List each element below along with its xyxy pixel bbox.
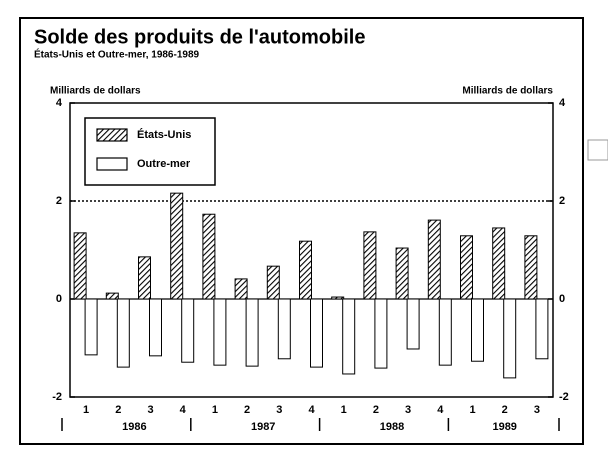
y-tick-label: 0 (56, 293, 62, 305)
bar (116, 298, 130, 368)
x-tick-label: 2 (115, 404, 121, 416)
year-label: 1987 (251, 421, 275, 433)
x-tick-label: 2 (244, 404, 250, 416)
x-tick-label: 1 (212, 404, 218, 416)
y2-tick-label: 4 (559, 97, 566, 109)
x-tick-label: 3 (276, 404, 282, 416)
bar (374, 298, 388, 369)
x-tick-label: 4 (180, 404, 187, 416)
x-tick-label: 3 (147, 404, 153, 416)
bar (331, 296, 345, 300)
frame (19, 17, 584, 445)
edge-artifact (587, 139, 608, 161)
bar (492, 227, 506, 300)
bar (181, 298, 195, 363)
y2-tick-label: -2 (559, 391, 569, 403)
legend-swatch (96, 128, 128, 142)
bar (427, 219, 441, 300)
bar (503, 298, 517, 379)
bar (105, 292, 119, 300)
bar (277, 298, 291, 360)
x-tick-label: 2 (373, 404, 379, 416)
y2-axis-label: Milliards de dollars (462, 86, 553, 97)
bar (73, 232, 87, 300)
legend-label: Outre-mer (137, 158, 191, 170)
bar (460, 235, 473, 300)
x-tick-label: 4 (308, 404, 315, 416)
bar (438, 298, 452, 366)
year-label: 1989 (492, 421, 516, 433)
bar (299, 240, 312, 300)
plot-frame (69, 102, 554, 398)
bar (149, 298, 162, 357)
x-tick-label: 2 (502, 404, 508, 416)
bar (213, 298, 227, 366)
x-tick-label: 3 (534, 404, 540, 416)
y2-tick-label: 2 (559, 195, 565, 207)
bar (138, 256, 151, 300)
y-tick-label: -2 (52, 391, 62, 403)
year-label: 1986 (122, 421, 146, 433)
chart-title: Solde des produits de l'automobile (34, 26, 365, 48)
legend-swatch (96, 157, 128, 171)
bar (84, 298, 98, 356)
y-axis-label: Milliards de dollars (50, 86, 141, 97)
chart-subtitle: États-Unis et Outre-mer, 1986-1989 (34, 48, 200, 61)
bar (535, 298, 549, 360)
legend-label: États-Unis (137, 128, 191, 141)
year-label: 1988 (380, 421, 404, 433)
bar (310, 298, 323, 368)
y2-tick-label: 0 (559, 293, 565, 305)
y-tick-label: 2 (56, 195, 62, 207)
x-tick-label: 1 (83, 404, 89, 416)
x-tick-label: 3 (405, 404, 411, 416)
bar (245, 298, 259, 367)
bar (363, 231, 377, 300)
bar (202, 213, 216, 300)
bar (524, 235, 538, 300)
bar (266, 265, 280, 300)
x-tick-label: 1 (341, 404, 347, 416)
x-tick-label: 1 (469, 404, 475, 416)
bar (234, 278, 248, 300)
x-tick-label: 4 (437, 404, 444, 416)
bar (170, 192, 184, 300)
bar (395, 247, 409, 300)
bar (342, 298, 356, 375)
bar (406, 298, 420, 350)
y-tick-label: 4 (56, 97, 63, 109)
bar (471, 298, 484, 362)
